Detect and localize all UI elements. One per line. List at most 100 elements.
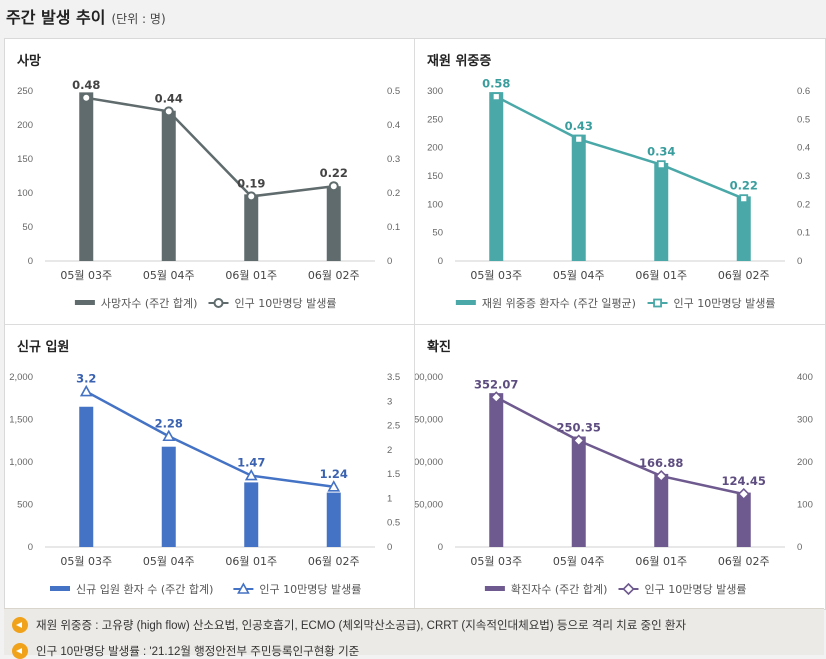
legend-label: 확진자수 (주간 합계) <box>511 583 608 596</box>
bar <box>79 92 94 261</box>
page-title: 주간 발생 추이 <box>6 8 106 27</box>
speaker-icon <box>12 617 28 633</box>
x-tick-label: 05월 04주 <box>553 555 605 568</box>
line-marker <box>739 194 749 204</box>
x-tick-label: 06월 01주 <box>635 269 687 282</box>
chart-grid: 사망 0 50 100 150 200 250 0 0.1 0.2 0.3 0.4 0.5 05월 03주… <box>4 38 826 610</box>
bar <box>654 473 669 547</box>
legend-label: 사망자수 (주간 합계) <box>101 297 198 310</box>
data-label: 0.48 <box>72 78 100 92</box>
bar <box>489 393 504 547</box>
y-tick-label: 50 <box>432 228 443 239</box>
x-tick-label: 06월 02주 <box>308 269 360 282</box>
legend-label: 신규 입원 환자 수 (주간 합계) <box>76 583 213 596</box>
footnote-row: 재원 위중증 : 고유량 (high flow) 산소요법, 인공호흡기, EC… <box>12 617 686 633</box>
chart-title: 재원 위중증 <box>427 54 491 69</box>
data-label: 352.07 <box>474 377 518 391</box>
line-marker <box>490 391 503 404</box>
x-tick-label: 05월 03주 <box>470 269 522 282</box>
x-tick-label: 05월 03주 <box>60 269 112 282</box>
bar <box>571 436 586 547</box>
divider-horizontal <box>5 324 825 325</box>
series-line <box>495 396 745 496</box>
data-label: 0.34 <box>647 145 675 159</box>
x-tick-label: 06월 01주 <box>635 555 687 568</box>
line-marker <box>213 298 224 308</box>
x-tick-label: 05월 04주 <box>553 269 605 282</box>
line-marker <box>737 487 750 501</box>
x-tick-label: 06월 02주 <box>718 269 770 282</box>
y-tick-label: 300 <box>427 86 443 97</box>
line-marker <box>81 92 92 103</box>
y2-tick-label: 2.5 <box>387 421 400 432</box>
data-label: 2.28 <box>155 416 183 430</box>
legend-label: 인구 10만명당 발생률 <box>259 583 361 596</box>
bar <box>161 446 176 547</box>
data-label: 3.2 <box>76 372 96 386</box>
chart-title: 사망 <box>17 53 41 69</box>
bar <box>489 92 504 261</box>
y2-tick-label: 0.3 <box>797 171 810 182</box>
y2-tick-label: 0 <box>797 256 802 267</box>
footnote-box: 재원 위중증 : 고유량 (high flow) 산소요법, 인공호흡기, EC… <box>4 608 824 659</box>
y-tick-label: 200 <box>427 143 443 154</box>
y-tick-label: 0 <box>28 256 33 267</box>
line-marker <box>653 298 662 308</box>
y-tick-label: 250 <box>427 114 443 125</box>
y2-tick-label: 2 <box>387 445 392 456</box>
y-tick-label: 1,500 <box>9 415 33 426</box>
y2-tick-label: 0.2 <box>797 199 810 210</box>
chart-admissions: 신규 입원 0 500 1,000 1,500 2,000 0 0.5 1 1.5 2 2.5 3 3.5… <box>9 340 400 596</box>
data-label: 0.58 <box>482 77 510 91</box>
chart-panel-admissions: 신규 입원 0 500 1,000 1,500 2,000 0 0.5 1 1.5 2 2.5 3 3.5… <box>5 325 414 610</box>
line-marker <box>244 468 258 481</box>
data-label: 1.47 <box>237 456 265 470</box>
line-marker <box>328 181 339 192</box>
y-tick-label: 150 <box>427 171 443 182</box>
bar <box>244 194 259 261</box>
series-line <box>495 95 745 200</box>
y-tick-label: 250 <box>17 86 33 97</box>
y2-tick-label: 300 <box>797 415 813 426</box>
y2-tick-label: 1.5 <box>387 469 400 480</box>
series-line <box>86 96 334 198</box>
x-tick-label: 06월 01주 <box>225 555 277 568</box>
data-label: 0.22 <box>730 179 758 193</box>
line-marker <box>656 160 666 170</box>
y-tick-label: 500 <box>17 500 33 511</box>
unit-label: (단위 : 명) <box>111 12 166 26</box>
y2-tick-label: 0.4 <box>387 120 400 131</box>
line-marker <box>572 434 585 447</box>
bar <box>571 134 586 261</box>
data-label: 166.88 <box>639 456 683 470</box>
y2-tick-label: 1 <box>387 493 392 504</box>
line-marker <box>655 469 668 483</box>
bar <box>326 186 341 261</box>
y-tick-label: 200,000 <box>415 372 443 383</box>
chart-panel-confirmed: 확진 0 50,000 100,000 150,000 200,000 0 100 200 300… <box>415 325 824 610</box>
y2-tick-label: 0.5 <box>387 518 400 529</box>
y-tick-label: 100 <box>17 188 33 199</box>
bar <box>79 406 94 547</box>
chart-confirmed: 확진 0 50,000 100,000 150,000 200,000 0 100 200 300… <box>415 339 813 596</box>
bar <box>654 162 669 261</box>
y2-tick-label: 3.5 <box>387 372 400 383</box>
y-tick-label: 50 <box>22 222 33 233</box>
y-tick-label: 0 <box>438 542 443 553</box>
y-tick-label: 100,000 <box>415 457 443 468</box>
x-tick-label: 06월 01주 <box>225 269 277 282</box>
line-marker <box>246 191 257 202</box>
bar <box>161 110 176 261</box>
x-tick-label: 05월 03주 <box>470 555 522 568</box>
y2-tick-label: 0.1 <box>387 222 400 233</box>
bar <box>736 196 751 261</box>
y2-tick-label: 0.4 <box>797 143 810 154</box>
legend-bar-swatch <box>50 586 70 591</box>
x-tick-label: 05월 04주 <box>143 555 195 568</box>
legend-label: 인구 10만명당 발생률 <box>235 297 337 310</box>
line-marker <box>163 106 174 117</box>
chart-deaths: 사망 0 50 100 150 200 250 0 0.1 0.2 0.3 0.4 0.5 05월 03주… <box>17 53 400 310</box>
footnote-text: 인구 10만명당 발생률 : '21.12월 행정안전부 주민등록인구현황 기준 <box>36 646 360 658</box>
bar <box>326 492 341 547</box>
chart-critical: 재원 위중증 0 50 100 150 200 250 300 0 0.1 0.2 0.3 0.4 0.5… <box>427 54 810 310</box>
